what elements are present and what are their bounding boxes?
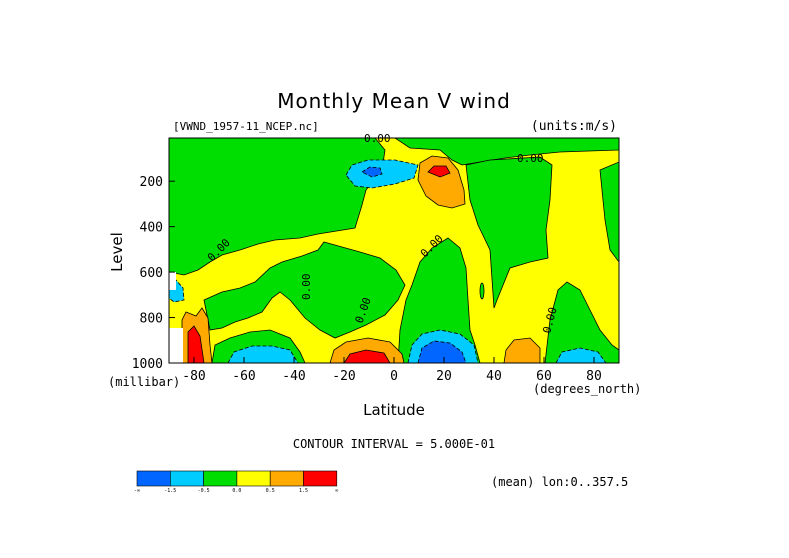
y-tick-label: 800 [140,312,163,327]
legend-swatch [236,470,271,487]
contour-label: 0.00 [517,152,544,165]
legend-swatch [269,470,304,487]
contour-region-pos-strong-1 [427,165,451,178]
y-tick-label: 1000 [132,357,163,372]
y-axis-units: (millibar) [108,375,180,389]
x-tick-label: 40 [486,369,502,384]
contour-region-neg-weak-8 [544,281,619,363]
contour-field [169,138,619,363]
y-axis-title: Level [108,232,126,272]
legend-swatch [203,470,238,487]
legend-label: -1.5 [164,488,176,494]
missing-data-block-1 [169,272,176,290]
legend-label: -∞ [134,488,140,494]
x-axis-units: (degrees_north) [533,382,641,396]
legend-swatch [303,470,338,487]
contour-region-neg-mid-3 [227,345,299,363]
dataset-label: [VWND_1957-11_NCEP.nc] [173,120,319,133]
contour-region-pos-strong-3 [187,325,205,363]
legend-label: 0.5 [266,488,275,494]
contour-region-pos-mid-3 [503,337,541,363]
x-tick-label: -80 [182,369,205,384]
legend-label: ∞ [335,488,338,494]
x-tick-label: 20 [436,369,452,384]
contour-region-neg-weak-4 [599,161,619,263]
contour-region-neg-weak-isolated [479,282,485,300]
legend-label: -0.5 [198,488,210,494]
y-tick-label: 200 [140,175,163,190]
x-tick-label: 80 [586,369,602,384]
color-legend: -∞ -1.5 -0.5 0.0 0.5 1.5 ∞ [134,470,338,494]
contour-label: 0.00 [300,274,313,301]
x-tick-label: 60 [536,369,552,384]
x-tick-label: 0 [390,369,398,384]
legend-label: 0.0 [232,488,241,494]
y-tick-label: 600 [140,266,163,281]
x-tick-label: -40 [282,369,305,384]
contour-region-neg-weak-5 [203,241,406,339]
units-label: (units:m/s) [531,119,617,134]
contour-region-neg-strong-1 [361,166,383,178]
x-axis-title: Latitude [363,401,425,419]
missing-data-block-2 [169,328,183,363]
mean-label: (mean) lon:0..357.5 [491,475,628,489]
x-tick-label: -20 [332,369,355,384]
contour-region-pos-mid-1 [417,155,466,209]
y-tick-label: 400 [140,221,163,236]
chart-title: Monthly Mean V wind [277,89,511,113]
contour-region-pos-strong-2 [343,349,391,363]
contour-interval-label: CONTOUR INTERVAL = 5.000E-01 [293,437,495,451]
contour-region-neg-weak-7 [397,237,481,363]
legend-swatch [136,470,171,487]
y-axis: 200 400 600 800 1000 [132,175,175,372]
legend-swatch [170,470,204,487]
contour-region-neg-strong-2 [417,340,467,363]
x-axis: -80 -60 -40 -20 0 20 40 60 80 [182,357,602,384]
legend-label: 1.5 [299,488,308,494]
contour-region-neg-weak-3 [465,156,553,309]
x-tick-label: -60 [232,369,255,384]
